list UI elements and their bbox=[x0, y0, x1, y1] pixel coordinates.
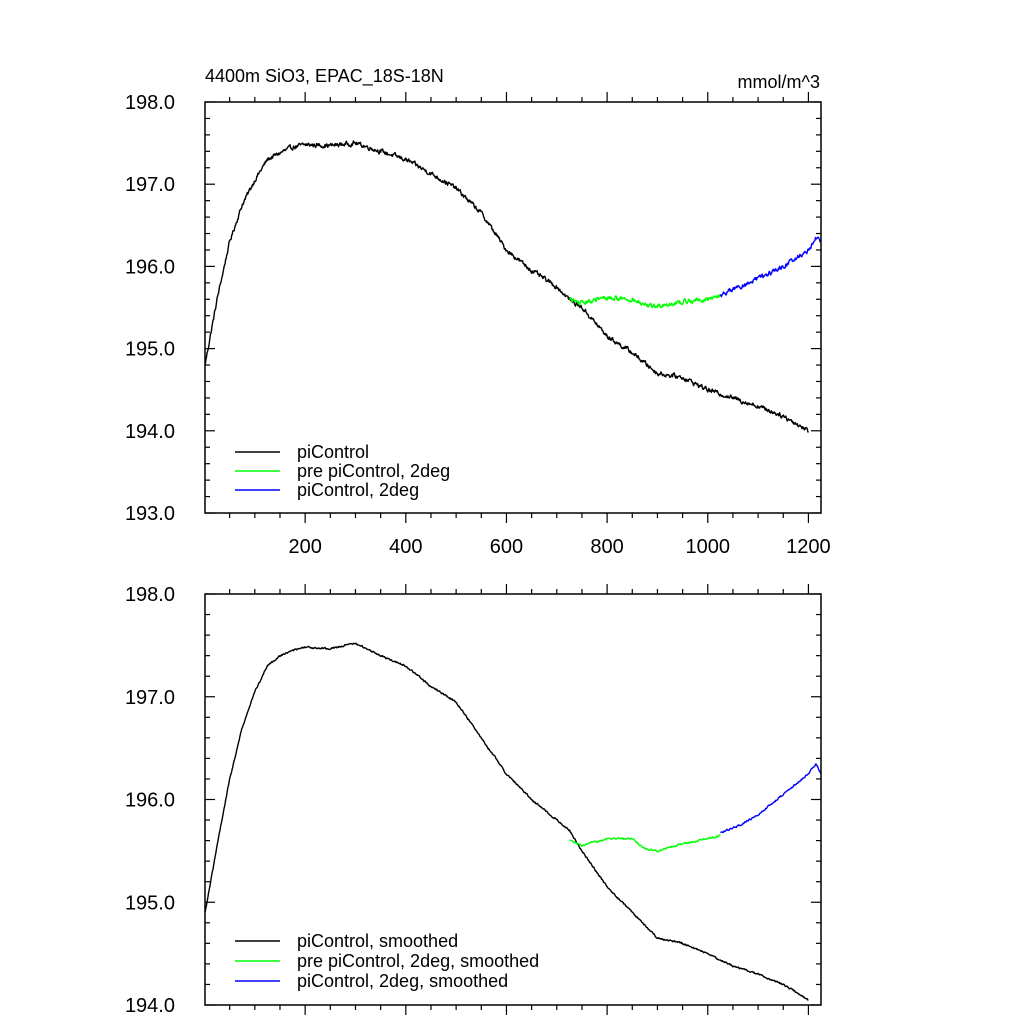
legend-label: piControl, smoothed bbox=[297, 931, 458, 951]
x-tick-label: 800 bbox=[590, 536, 623, 558]
series-line bbox=[204, 642, 809, 1001]
legend-label: piControl, 2deg, smoothed bbox=[297, 971, 508, 991]
y-tick-label: 194.0 bbox=[125, 995, 175, 1017]
legend-label: piControl, 2deg bbox=[297, 480, 419, 500]
y-tick-label: 196.0 bbox=[125, 256, 175, 278]
legend-label: pre piControl, 2deg, smoothed bbox=[297, 951, 539, 971]
x-tick-label: 600 bbox=[490, 536, 523, 558]
legend-label: pre piControl, 2deg bbox=[297, 461, 450, 481]
chart-title: 4400m SiO3, EPAC_18S-18N bbox=[205, 66, 444, 87]
series-line bbox=[719, 236, 822, 298]
series-line bbox=[568, 293, 721, 309]
bottom-panel: 194.0 195.0 196.0 197.0 198.0 piControl, smo… bbox=[125, 584, 822, 1017]
units-label: mmol/m^3 bbox=[738, 72, 820, 92]
axes-ticks: 200 400 600 800 1000 1200 193.0 194.0 195.0 196.0… bbox=[125, 92, 831, 558]
legend-label: piControl bbox=[297, 442, 369, 462]
x-tick-label: 1200 bbox=[786, 536, 831, 558]
y-tick-label: 196.0 bbox=[125, 790, 175, 812]
y-tick-label: 195.0 bbox=[125, 892, 175, 914]
y-tick-label: 198.0 bbox=[125, 92, 175, 114]
y-tick-label: 194.0 bbox=[125, 421, 175, 443]
series-line bbox=[720, 763, 822, 834]
y-tick-label: 193.0 bbox=[125, 503, 175, 525]
series-layer bbox=[204, 140, 822, 433]
series-layer bbox=[204, 642, 822, 1001]
plot-frame bbox=[204, 101, 822, 514]
series-line bbox=[569, 834, 721, 853]
y-tick-label: 197.0 bbox=[125, 174, 175, 196]
plot-frame bbox=[204, 593, 822, 1006]
x-tick-label: 1000 bbox=[686, 536, 731, 558]
x-tick-label: 400 bbox=[389, 536, 422, 558]
y-tick-label: 198.0 bbox=[125, 584, 175, 606]
top-panel: 4400m SiO3, EPAC_18S-18N mmol/m^3 200 400… bbox=[125, 66, 831, 558]
y-tick-label: 197.0 bbox=[125, 687, 175, 709]
y-tick-label: 195.0 bbox=[125, 339, 175, 361]
series-line bbox=[204, 140, 809, 433]
x-tick-label: 200 bbox=[288, 536, 321, 558]
axes-ticks: 194.0 195.0 196.0 197.0 198.0 bbox=[125, 584, 821, 1017]
